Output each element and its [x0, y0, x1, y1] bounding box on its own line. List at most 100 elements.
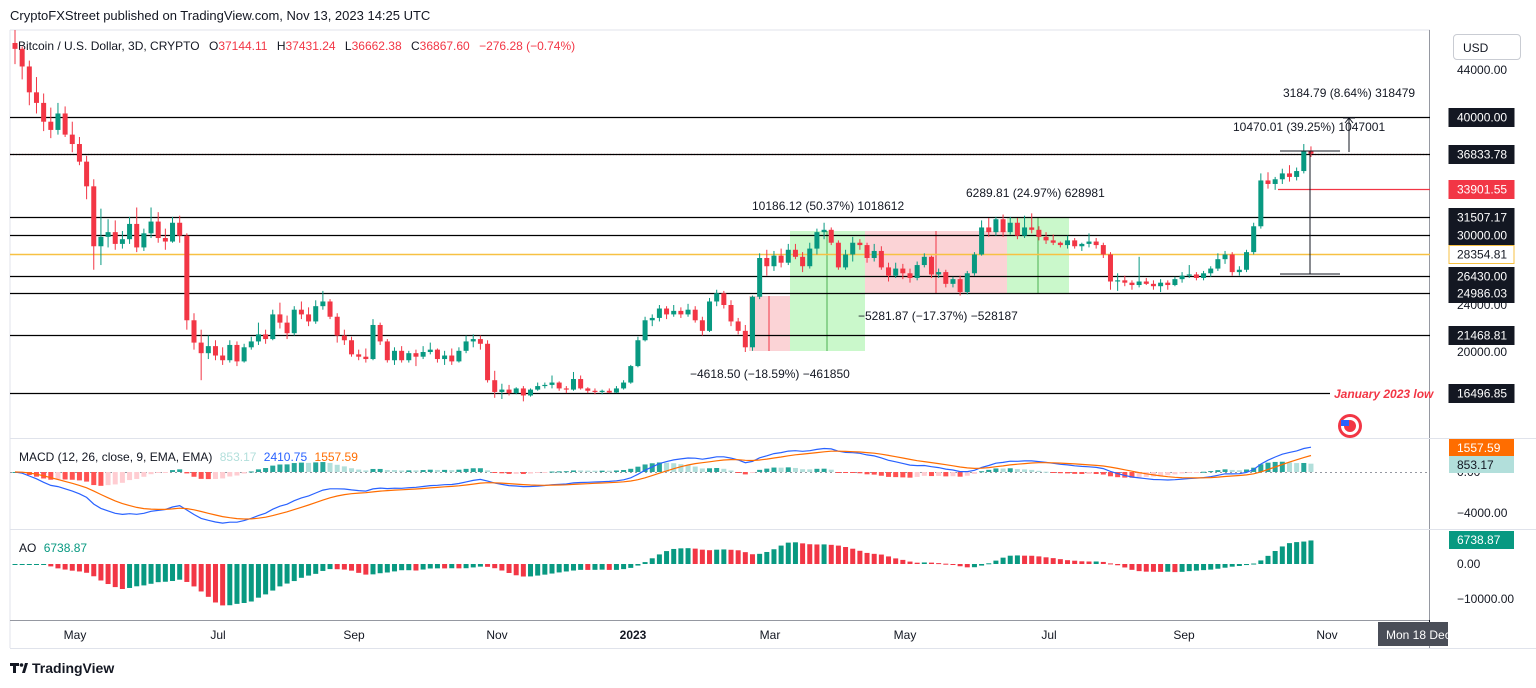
macd-hist-bar: [692, 466, 698, 472]
macd-hist-bar: [506, 472, 512, 474]
ao-bar: [399, 564, 405, 571]
macd-hist-bar: [1172, 472, 1178, 475]
ao-bar: [907, 561, 913, 564]
ao-bar: [570, 564, 576, 571]
ao-bar: [33, 564, 39, 565]
macd-hist-bar: [255, 469, 261, 472]
candle: [1215, 253, 1221, 271]
ao-bar: [477, 564, 483, 567]
candle: [957, 275, 963, 296]
high-value: 37431.24: [285, 39, 336, 53]
ao-bar: [1165, 564, 1171, 572]
macd-hist-bar: [592, 470, 598, 472]
candle: [363, 348, 369, 363]
macd-hist-bar: [234, 472, 240, 476]
ao-bar: [255, 564, 261, 598]
ao-bar: [1014, 555, 1020, 564]
ao-bar: [1272, 550, 1278, 564]
level-tag-8: [1448, 284, 1515, 303]
macd-hist-bar: [928, 472, 934, 477]
candle: [492, 370, 498, 398]
macd-hist-bar: [105, 472, 111, 486]
currency-button[interactable]: USD: [1453, 34, 1521, 60]
ao-bar: [155, 564, 161, 583]
macd-hist-bar: [764, 468, 770, 472]
candle: [370, 319, 376, 361]
macd-hist-bar: [549, 471, 555, 473]
candle: [1193, 272, 1199, 281]
ao-bar: [549, 564, 555, 574]
candle: [886, 262, 892, 282]
ao-bar: [291, 564, 297, 582]
level-tag-label-5: 30000.00: [1457, 229, 1507, 243]
macd-hist-bar: [986, 469, 992, 472]
macd-hist-bar: [227, 472, 233, 477]
macd-hist-tag-label: 853.17: [1457, 458, 1494, 472]
tradingview-brand[interactable]: TradingView: [10, 660, 114, 676]
macd-hist-bar: [1107, 472, 1113, 477]
ao-bar: [1179, 564, 1185, 572]
macd-hist-bar: [1215, 470, 1221, 472]
macd-hist-bar: [1072, 472, 1078, 474]
macd-hist-bar: [578, 470, 584, 472]
candle: [649, 314, 655, 327]
macd-hist-bar: [800, 469, 806, 472]
macd-title[interactable]: MACD (12, 26, close, 9, EMA, EMA): [19, 450, 213, 464]
time-tick-5: Mar: [760, 628, 781, 642]
level-tag-label-3: 33901.55: [1457, 183, 1507, 197]
macd-hist-bar: [413, 470, 419, 472]
candle: [986, 218, 992, 237]
ao-bar: [1201, 564, 1207, 571]
candle: [162, 228, 168, 250]
ao-bar: [384, 564, 390, 573]
symbol-title[interactable]: Bitcoin / U.S. Dollar, 3D, CRYPTO: [18, 39, 200, 53]
macd-hist-bar: [699, 468, 705, 472]
candle: [835, 240, 841, 270]
ao-bar: [1072, 560, 1078, 564]
ao-bar: [55, 564, 61, 569]
macd-hist-bar: [1286, 462, 1292, 472]
ao-bar: [1265, 555, 1271, 564]
ao-bar: [76, 564, 82, 572]
ao-bar: [1050, 558, 1056, 564]
candle: [41, 93, 47, 132]
macd-hist-bar: [1143, 472, 1149, 477]
macd-hist-bar: [678, 464, 684, 472]
candle: [807, 242, 813, 269]
ao-bar: [1158, 564, 1164, 572]
macd-hist-bar: [728, 470, 734, 472]
candle: [592, 388, 598, 395]
ruler-measure[interactable]: [1280, 117, 1355, 275]
macd-hist-bar: [399, 470, 405, 472]
ao-bar: [1215, 564, 1221, 569]
candle: [463, 335, 469, 354]
ao-bar: [463, 564, 469, 569]
ao-bar: [485, 564, 491, 567]
ao-bar: [950, 564, 956, 565]
macd-hist-bar: [112, 472, 118, 485]
ao-bar: [1251, 563, 1257, 565]
ao-bar: [1150, 564, 1156, 572]
ao-title[interactable]: AO: [19, 541, 37, 555]
high-label: H: [276, 39, 286, 53]
ao-bar: [513, 564, 519, 576]
time-tick-7: Jul: [1041, 628, 1056, 642]
time-axis[interactable]: May Jul Sep Nov 2023 Mar May Jul Sep Nov: [64, 628, 1338, 642]
ao-bar: [1279, 546, 1285, 564]
ao-bar: [857, 550, 863, 564]
macd-hist-bar: [1279, 461, 1285, 472]
cursor-date-tag: [1378, 622, 1448, 646]
ao-pane[interactable]: 0.00 −10000.00 6738.87: [12, 531, 1515, 606]
macd-hist-bar: [427, 469, 433, 472]
candle: [127, 216, 133, 244]
level-tag-label-10: 16496.85: [1457, 387, 1507, 401]
us-flag-icon[interactable]: [1338, 414, 1362, 438]
macd-hist-bar: [406, 470, 412, 472]
candle: [406, 350, 412, 363]
macd-hist-bar: [707, 468, 713, 472]
candle: [964, 270, 970, 295]
ao-bar: [642, 562, 648, 564]
